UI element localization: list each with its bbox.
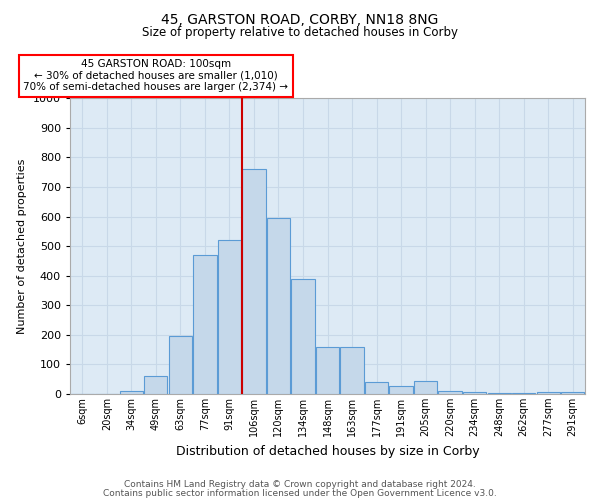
Bar (439, 391, 462, 394)
Bar (340, 346, 364, 394)
Bar (536, 392, 560, 394)
Text: Contains HM Land Registry data © Crown copyright and database right 2024.: Contains HM Land Registry data © Crown c… (124, 480, 476, 489)
Text: Contains public sector information licensed under the Open Government Licence v3: Contains public sector information licen… (103, 489, 497, 498)
Bar (414, 380, 437, 394)
Bar (365, 382, 388, 394)
Bar (169, 336, 192, 394)
Bar (463, 392, 486, 394)
Bar (389, 386, 413, 394)
Y-axis label: Number of detached properties: Number of detached properties (17, 158, 28, 334)
Text: 45, GARSTON ROAD, CORBY, NN18 8NG: 45, GARSTON ROAD, CORBY, NN18 8NG (161, 12, 439, 26)
X-axis label: Distribution of detached houses by size in Corby: Distribution of detached houses by size … (176, 444, 479, 458)
Bar (242, 170, 266, 394)
Bar (119, 390, 143, 394)
Bar (561, 392, 584, 394)
Bar (488, 393, 511, 394)
Bar (316, 346, 339, 394)
Bar (267, 218, 290, 394)
Bar (144, 376, 167, 394)
Bar (193, 255, 217, 394)
Bar (292, 278, 314, 394)
Text: Size of property relative to detached houses in Corby: Size of property relative to detached ho… (142, 26, 458, 39)
Bar (218, 240, 241, 394)
Text: 45 GARSTON ROAD: 100sqm
← 30% of detached houses are smaller (1,010)
70% of semi: 45 GARSTON ROAD: 100sqm ← 30% of detache… (23, 60, 289, 92)
